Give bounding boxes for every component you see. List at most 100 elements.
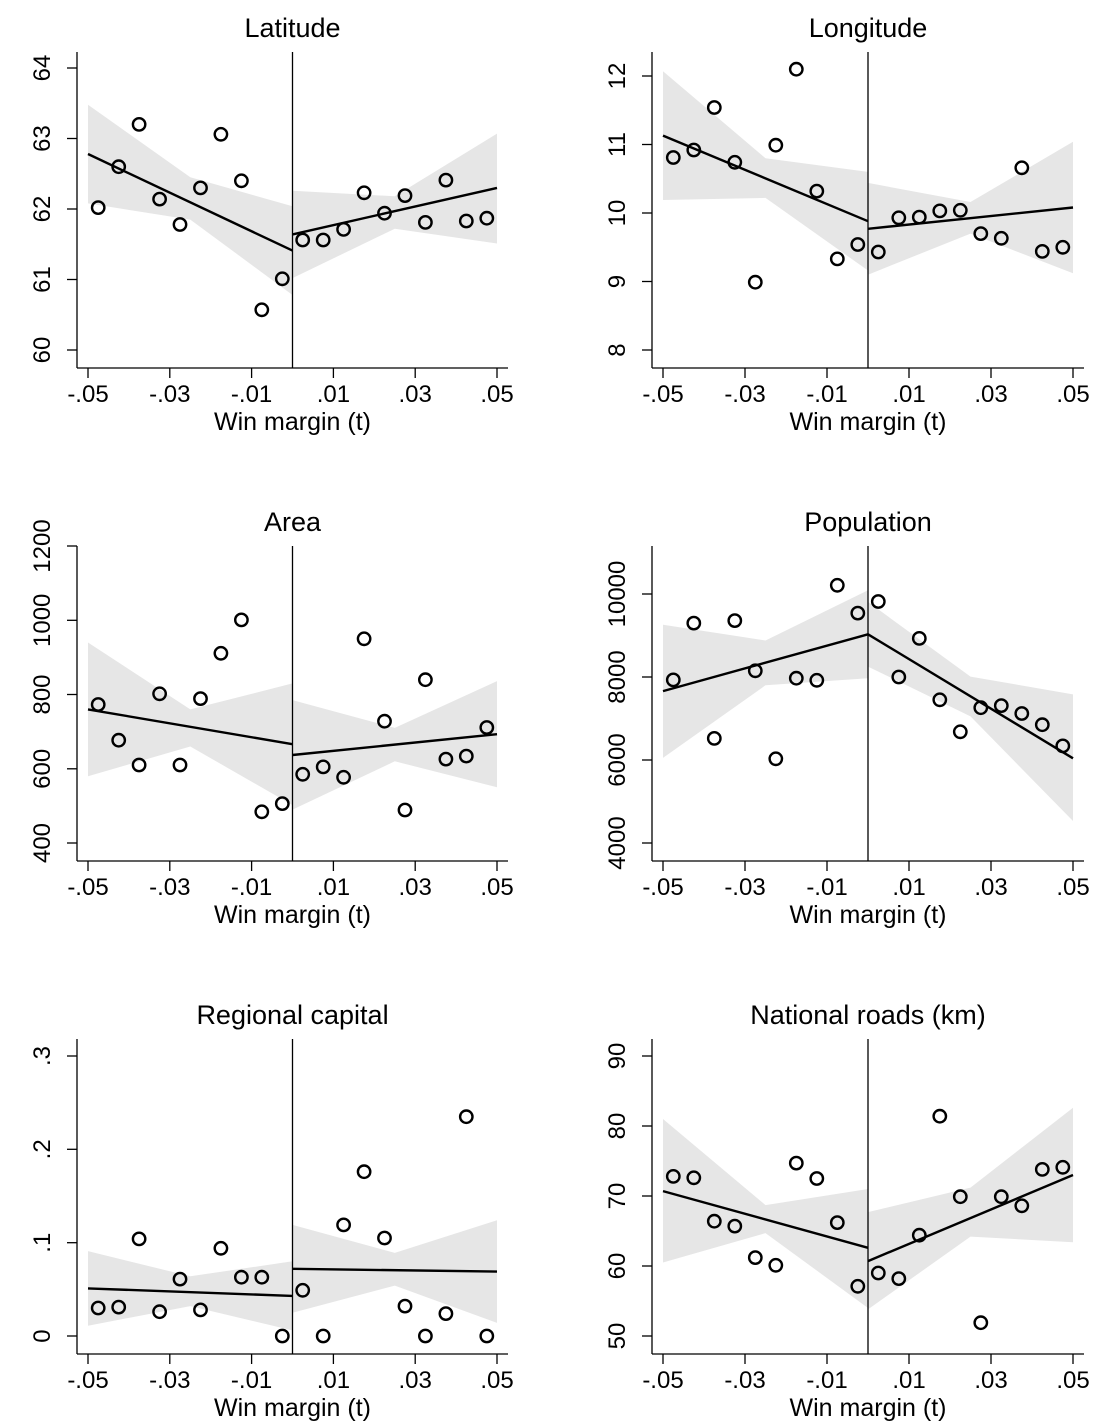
data-point (336, 221, 351, 237)
data-point (993, 230, 1009, 246)
x-tick-label: .01 (892, 1367, 925, 1394)
data-point (665, 672, 681, 688)
fitted-line (867, 633, 1074, 760)
data-point (1055, 1159, 1071, 1175)
data-point (891, 1271, 907, 1287)
panel-title: National roads (km) (750, 1000, 986, 1030)
data-point (768, 751, 784, 767)
x-tick-label: -.03 (724, 381, 765, 408)
data-point (213, 645, 229, 661)
data-point (788, 61, 804, 77)
data-point (438, 1306, 454, 1322)
data-point (870, 594, 886, 609)
y-tick-label: 63 (29, 125, 56, 152)
data-point (809, 672, 825, 688)
x-tick-label: .01 (317, 381, 350, 408)
data-point (458, 1109, 474, 1125)
data-point (1014, 160, 1030, 176)
fitted-line (867, 1173, 1074, 1263)
x-tick-label: .01 (892, 874, 925, 901)
x-tick-label: -.05 (642, 874, 683, 901)
data-point (1055, 738, 1071, 754)
y-tick-label: .1 (29, 1233, 56, 1253)
y-tick-label: 10 (604, 200, 631, 227)
data-point (152, 686, 168, 702)
data-point (809, 1171, 825, 1186)
panel-4: 4000 6000 8000 10000 -.05 -.03 -.01 .01 .03 .05 Wi… (604, 507, 1090, 929)
data-point (111, 159, 127, 175)
panel-title: Latitude (244, 13, 340, 43)
data-point (131, 1231, 147, 1247)
data-point (829, 251, 845, 267)
data-point (397, 802, 413, 818)
data-point (458, 748, 474, 764)
data-point (993, 1189, 1009, 1205)
x-tick-label: -.01 (231, 1367, 272, 1394)
data-point (665, 1169, 681, 1184)
x-tick-label: -.03 (724, 874, 765, 901)
data-point (932, 692, 948, 708)
data-point (973, 1315, 989, 1331)
data-point (891, 669, 907, 685)
y-tick-label: 6000 (604, 733, 631, 786)
x-tick-label: -.01 (231, 381, 272, 408)
panel-3: 400 600 800 1000 1200 -.05 -.03 -.01 .01 .03 .05 Wi… (29, 507, 514, 929)
data-point (417, 214, 433, 230)
fitted-line (662, 633, 869, 693)
data-point (479, 1328, 495, 1344)
x-tick-label: -.05 (642, 381, 683, 408)
x-tick-label: -.03 (149, 1367, 190, 1394)
x-axis-title: Win margin (t) (214, 408, 371, 436)
data-point (193, 1302, 208, 1318)
data-point (254, 804, 270, 820)
confidence-band (663, 590, 868, 758)
y-tick-label: 90 (604, 1043, 631, 1070)
x-tick-label: .03 (399, 1367, 432, 1394)
data-point (891, 210, 907, 226)
x-tick-label: .05 (480, 1367, 513, 1394)
data-point (377, 713, 392, 729)
x-tick-label: .03 (974, 874, 1007, 901)
y-tick-label: 4000 (604, 816, 631, 869)
x-tick-label: -.05 (67, 874, 108, 901)
data-point (850, 237, 866, 252)
data-point (686, 142, 702, 158)
data-point (768, 137, 784, 153)
data-point (254, 302, 270, 318)
y-tick-label: .3 (29, 1046, 56, 1066)
data-point (90, 200, 106, 216)
data-point (356, 185, 372, 201)
x-axis-title: Win margin (t) (790, 408, 947, 436)
data-point (1014, 1198, 1030, 1214)
x-axis-title: Win margin (t) (790, 1394, 947, 1422)
panel-6: 50 60 70 80 90 -.05 -.03 -.01 .01 .03 .05 Win margi… (604, 1000, 1090, 1422)
data-point (356, 1164, 372, 1180)
data-point (152, 191, 168, 207)
data-point (952, 1189, 968, 1205)
data-point (747, 663, 763, 679)
data-point (747, 274, 763, 290)
x-tick-label: .01 (892, 381, 925, 408)
data-point (111, 732, 127, 748)
y-tick-label: .2 (29, 1139, 56, 1159)
data-point (152, 1304, 168, 1320)
confidence-band (88, 1251, 293, 1331)
y-tick-label: 62 (29, 196, 56, 223)
data-point (479, 720, 495, 735)
fitted-line (87, 152, 294, 252)
data-point (274, 796, 290, 811)
panel-1: 60 61 62 63 64 -.05 -.03 -.01 .01 .03 .05 Win margi… (29, 13, 514, 436)
x-tick-label: -.03 (149, 381, 190, 408)
x-tick-label: .05 (1056, 1367, 1089, 1394)
x-tick-label: -.01 (231, 874, 272, 901)
confidence-band (663, 1119, 868, 1308)
x-tick-label: -.03 (724, 1367, 765, 1394)
confidence-band (292, 1220, 497, 1323)
data-point (747, 1250, 763, 1266)
x-tick-label: .05 (1056, 874, 1089, 901)
x-tick-label: .03 (974, 1367, 1007, 1394)
data-point (686, 615, 702, 631)
x-axis-title: Win margin (t) (790, 901, 947, 929)
data-point (1055, 239, 1071, 255)
data-point (315, 759, 331, 775)
